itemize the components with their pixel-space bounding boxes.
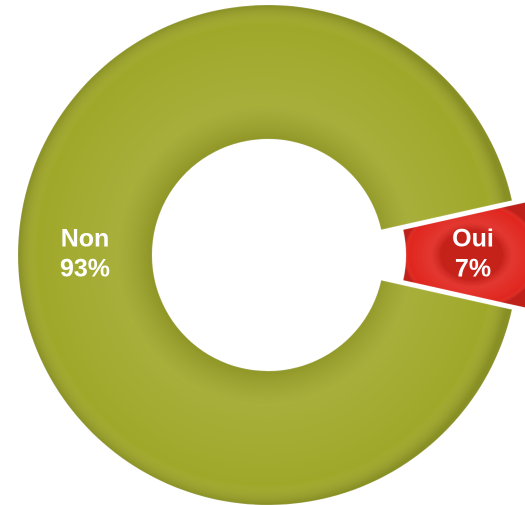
slice-category-label: Non (61, 225, 110, 253)
slice-value-label: 7% (455, 255, 491, 283)
slice-value-label: 93% (60, 255, 110, 283)
slice-category-label: Oui (452, 225, 494, 253)
